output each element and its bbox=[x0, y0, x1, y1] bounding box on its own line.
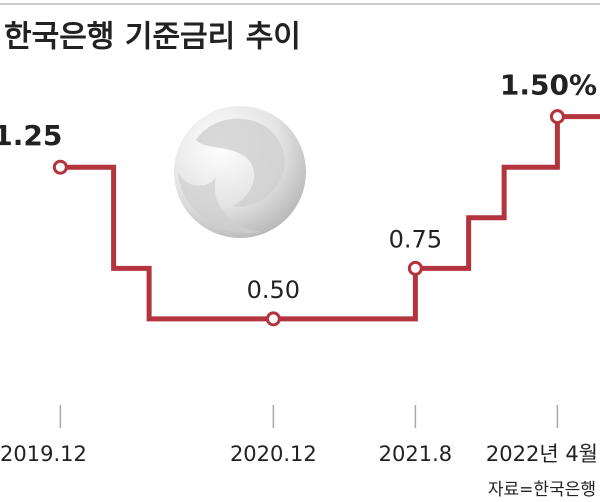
logo bbox=[174, 106, 306, 238]
value-label: 1.25 bbox=[0, 119, 62, 152]
step-line bbox=[60, 114, 600, 322]
value-label: 1.50% bbox=[500, 69, 597, 102]
x-tick-label: 2022년 4월 bbox=[486, 442, 598, 466]
value-label: 0.50 bbox=[247, 276, 300, 304]
point-marker bbox=[265, 311, 281, 327]
point-marker bbox=[407, 260, 423, 276]
value-label: 0.75 bbox=[389, 225, 442, 253]
x-tick-label: 2021.8 bbox=[379, 442, 452, 466]
chart-title: 한국은행 기준금리 추이 bbox=[4, 20, 301, 55]
source: 자료=한국은행 bbox=[488, 480, 596, 500]
x-tick-label: 2020.12 bbox=[230, 442, 317, 466]
point-marker bbox=[549, 109, 565, 125]
point-marker bbox=[52, 159, 68, 175]
x-tick-label: 2019.12 bbox=[0, 442, 87, 466]
